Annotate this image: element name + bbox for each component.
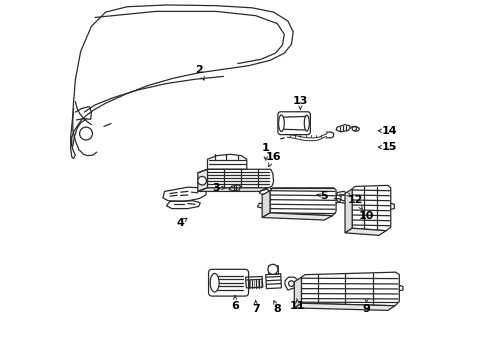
- Ellipse shape: [304, 115, 309, 131]
- Bar: [268, 265, 277, 274]
- Circle shape: [79, 127, 93, 140]
- Text: 4: 4: [177, 218, 185, 228]
- Text: 7: 7: [252, 303, 260, 314]
- Text: 14: 14: [382, 126, 397, 136]
- Text: 13: 13: [293, 96, 308, 107]
- Text: 5: 5: [320, 191, 327, 201]
- Polygon shape: [262, 191, 270, 217]
- Text: 9: 9: [363, 303, 370, 314]
- Text: 16: 16: [266, 152, 281, 162]
- Text: 12: 12: [348, 195, 364, 204]
- Text: 8: 8: [273, 303, 281, 314]
- Text: 2: 2: [196, 65, 203, 75]
- Polygon shape: [198, 169, 207, 192]
- Text: 6: 6: [231, 301, 239, 311]
- Polygon shape: [198, 188, 268, 192]
- FancyBboxPatch shape: [209, 269, 248, 296]
- Polygon shape: [294, 303, 395, 310]
- Text: 15: 15: [382, 142, 397, 152]
- Ellipse shape: [279, 115, 284, 131]
- Text: 11: 11: [290, 301, 306, 311]
- FancyBboxPatch shape: [278, 112, 310, 135]
- Text: 3: 3: [212, 183, 220, 193]
- Polygon shape: [294, 277, 301, 308]
- Circle shape: [289, 281, 294, 287]
- Circle shape: [198, 176, 206, 185]
- Polygon shape: [262, 213, 333, 220]
- Text: 10: 10: [359, 211, 374, 221]
- Text: 1: 1: [262, 143, 270, 153]
- Circle shape: [268, 264, 278, 274]
- Circle shape: [341, 195, 346, 201]
- Polygon shape: [345, 189, 352, 233]
- Polygon shape: [345, 228, 386, 235]
- Ellipse shape: [210, 273, 219, 292]
- Circle shape: [352, 126, 356, 131]
